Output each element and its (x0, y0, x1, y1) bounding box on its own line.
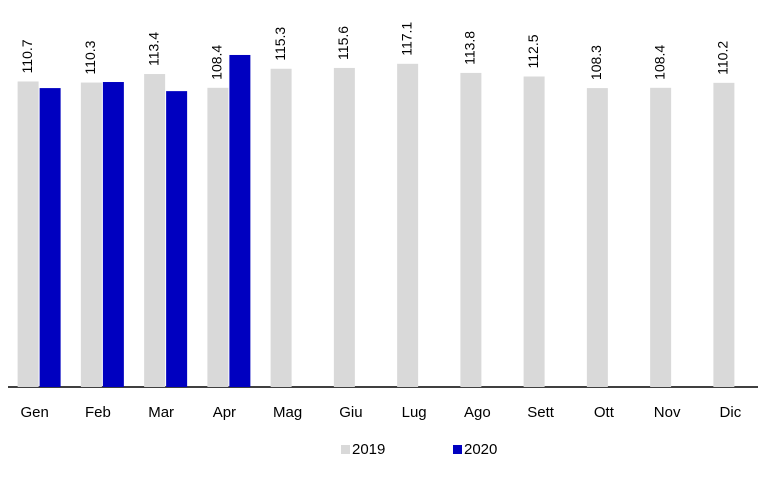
value-label: 113.4 (145, 32, 161, 66)
x-tick-label: Mar (148, 404, 174, 421)
bar (144, 74, 166, 388)
x-tick-label: Giu (339, 404, 362, 421)
x-tick-label: Nov (654, 404, 681, 421)
value-label: 110.7 (19, 39, 35, 73)
value-label: 112.5 (525, 34, 541, 68)
bar (270, 68, 292, 387)
bar (17, 81, 39, 387)
value-label: 115.6 (335, 26, 351, 60)
bar (650, 87, 672, 387)
value-label: 108.4 (651, 45, 667, 80)
value-label: 108.4 (209, 45, 225, 80)
bar (207, 87, 229, 387)
x-tick-label: Dic (720, 404, 742, 421)
value-label: 110.3 (82, 40, 98, 74)
legend-swatch (453, 445, 462, 454)
legend-label: 2019 (352, 441, 385, 458)
bar (523, 76, 545, 387)
bar (166, 91, 188, 388)
bar (229, 54, 251, 388)
bar (713, 82, 735, 388)
x-tick-label: Ott (594, 404, 615, 421)
value-label: 115.3 (272, 27, 288, 61)
value-label: 117.1 (398, 22, 414, 56)
bar (460, 72, 482, 388)
x-tick-label: Apr (213, 404, 236, 421)
legend-label: 2020 (464, 441, 497, 458)
bar (80, 82, 102, 388)
bar (102, 82, 124, 388)
bar (333, 67, 355, 387)
bar (586, 88, 608, 387)
value-label: 113.8 (462, 31, 478, 65)
value-label: 108.3 (588, 45, 604, 80)
x-tick-label: Ago (464, 404, 491, 421)
legend-swatch (341, 445, 350, 454)
bar (397, 63, 419, 387)
x-tick-label: Mag (273, 404, 302, 421)
bar (39, 88, 61, 387)
x-tick-label: Lug (402, 404, 427, 421)
value-label: 110.2 (715, 41, 731, 75)
x-tick-label: Gen (20, 404, 48, 421)
x-tick-label: Sett (527, 404, 555, 421)
x-tick-label: Feb (85, 404, 111, 421)
